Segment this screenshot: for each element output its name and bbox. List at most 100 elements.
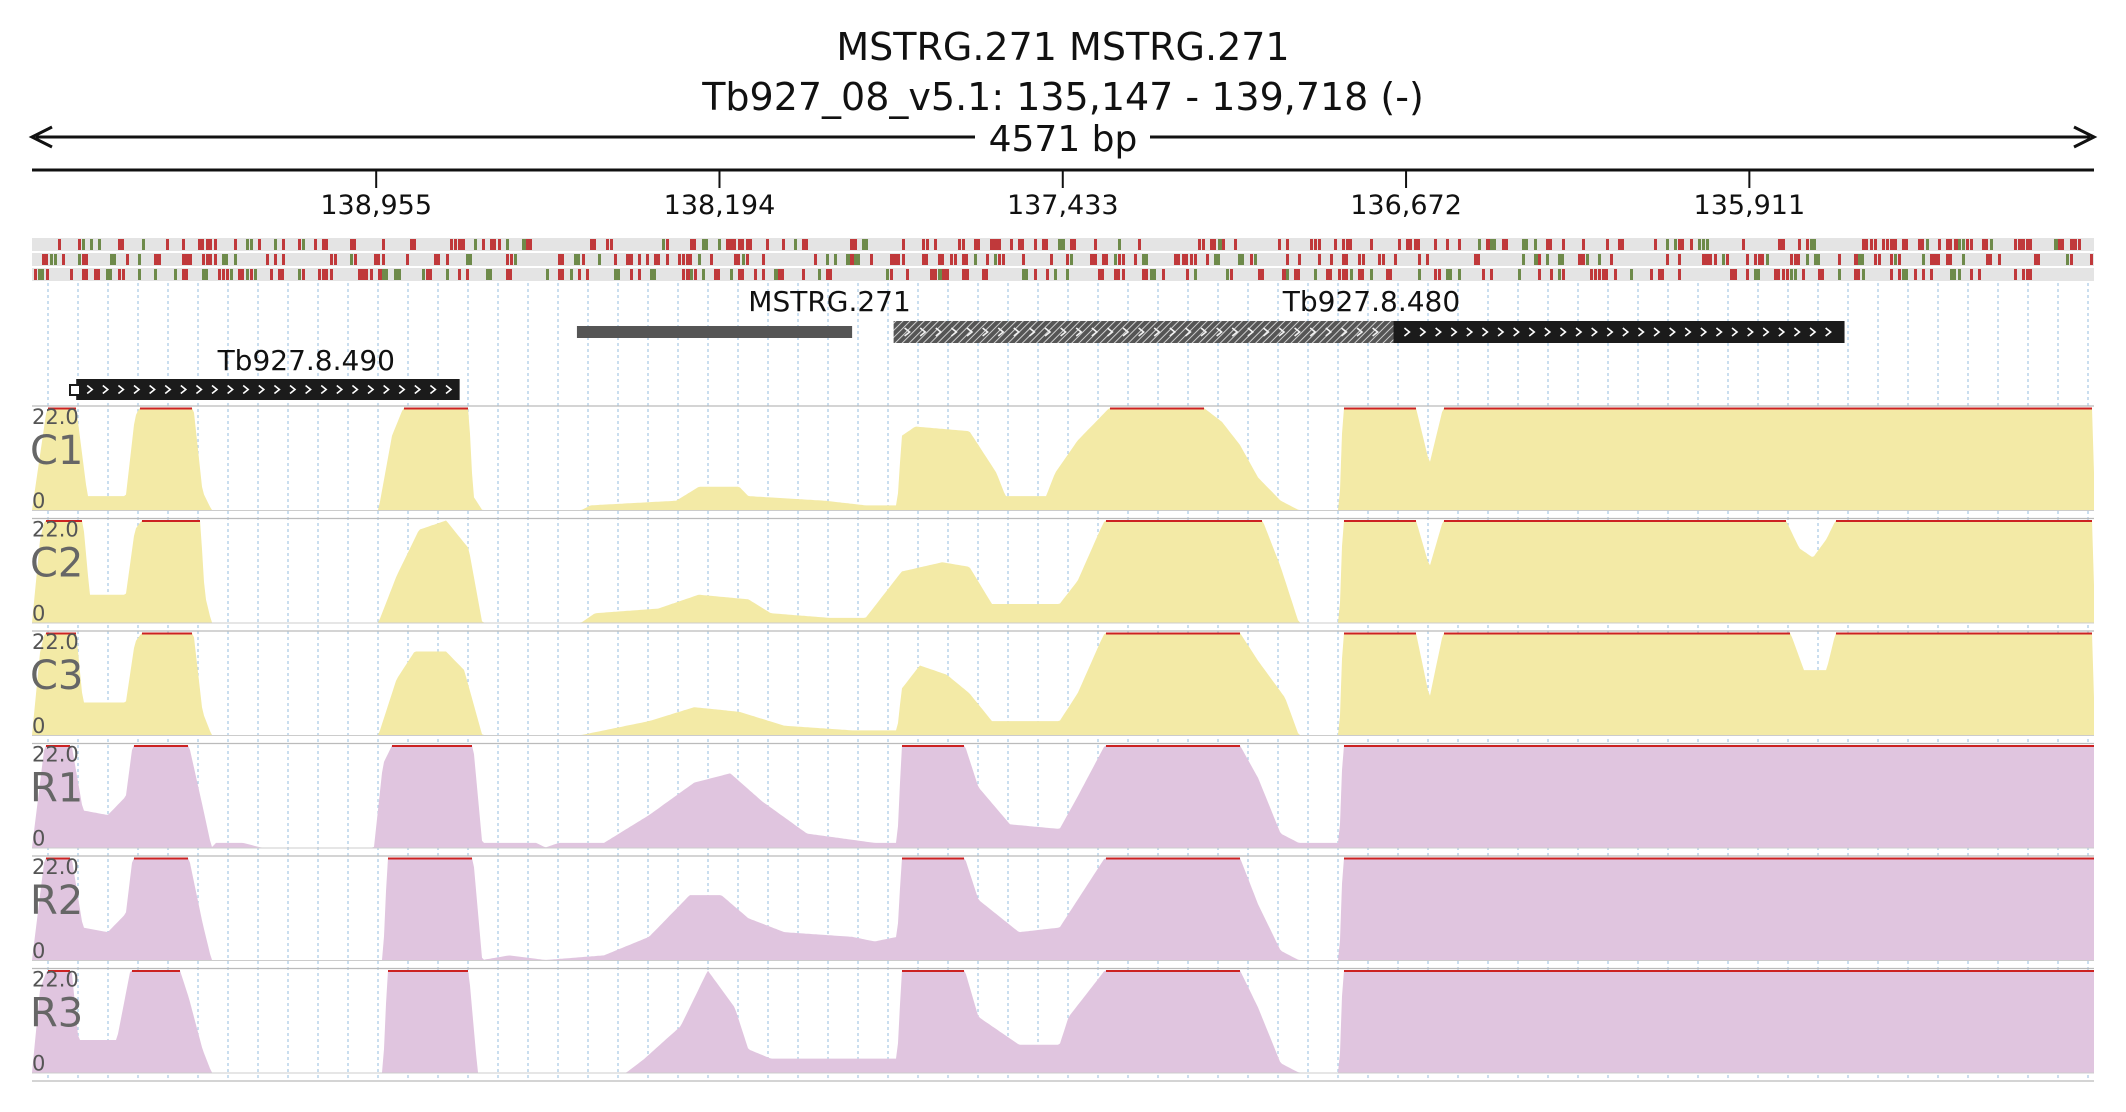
strand-arrow-icon [117,384,125,395]
variant-mark [578,269,581,280]
variant-mark [282,254,285,265]
variant-mark [1310,239,1313,250]
variant-mark [94,269,100,280]
track-name: R3 [30,991,83,1037]
variant-mark [1766,254,1769,265]
variant-mark [186,254,192,265]
variant-mark [166,239,169,250]
strand-arrow-icon [320,384,328,395]
variant-mark [1230,269,1233,280]
variant-mark [654,254,660,265]
variant-mark [1794,269,1797,280]
variant-mark [1394,254,1397,265]
variant-mark [246,239,249,250]
strand-arrow-icon [1403,327,1411,337]
variant-mark [1758,254,1764,265]
strand-arrow-icon [1013,327,1021,337]
variant-mark [1986,254,1992,265]
variant-mark [2018,239,2024,250]
coverage-area [32,970,2094,1073]
variant-mark [1426,254,1429,265]
variant-mark [1218,239,1224,250]
y-min-label: 0 [32,939,45,963]
coverage-area [32,745,2094,848]
variant-mark [666,254,669,265]
variant-mark [1342,239,1345,250]
variant-mark [974,239,980,250]
variant-mark [678,254,681,265]
variant-mark [1558,269,1561,280]
variant-mark [1878,254,1881,265]
variant-mark [1090,254,1096,265]
strand-arrow-icon [1153,327,1161,337]
strand-arrow-icon [383,384,390,395]
variant-mark [34,269,37,280]
variant-mark [1798,239,1801,250]
variant-mark [854,254,860,265]
variant-mark [1746,269,1749,280]
strand-arrow-icon [86,384,94,395]
variant-mark [1406,239,1412,250]
strand-arrow-icon [1231,327,1239,337]
variant-mark [1234,239,1237,250]
variant-mark [2022,269,2025,280]
strand-arrow-icon [935,327,943,337]
variant-mark [378,269,384,280]
variant-mark [646,254,649,265]
variant-mark [214,239,217,250]
strand-arrow-icon [1278,327,1286,337]
strand-arrow-icon [1747,327,1754,337]
variant-mark [558,254,564,265]
coverage-track-C3 [32,630,2094,736]
variant-mark [938,254,944,265]
variant-mark [1902,239,1908,250]
variant-mark [274,254,277,265]
variant-mark [202,254,205,265]
variant-mark [1930,254,1936,265]
variant-mark [2026,269,2032,280]
strand-arrow-icon [1513,327,1520,337]
y-min-label: 0 [32,714,45,738]
variant-mark [354,254,357,265]
variant-mark [1066,269,1069,280]
variant-mark [574,254,580,265]
locus-title: Tb927_08_v5.1: 135,147 - 139,718 (-) [702,75,1424,119]
variant-mark [1334,239,1337,250]
variant-mark [986,254,989,265]
track-name: R2 [30,878,83,924]
variant-mark [1966,239,1969,250]
variant-mark [370,269,373,280]
variant-mark [1818,269,1824,280]
variant-mark [1318,239,1321,250]
variant-mark [682,254,685,265]
variant-mark [930,269,936,280]
variant-mark [1294,269,1300,280]
variant-mark [1882,239,1885,250]
variant-mark [1602,269,1608,280]
strand-arrow-icon [950,327,958,337]
variant-mark [762,269,765,280]
variant-mark [226,269,229,280]
variant-mark [506,269,512,280]
variant-mark [730,239,736,250]
span-arrow-right-icon [2073,125,2098,149]
variant-mark [1890,269,1893,280]
variant-mark [142,239,145,250]
variant-mark [1630,269,1633,280]
strand-arrow-icon [1466,327,1474,337]
variant-mark [2070,239,2076,250]
strand-arrow-icon [1700,327,1708,337]
variant-mark [714,269,720,280]
variant-mark [886,269,889,280]
variant-mark [2078,239,2081,250]
variant-mark [1726,254,1729,265]
strand-arrow-icon [1028,327,1036,337]
ruler-tick-label: 137,433 [1007,190,1119,221]
variant-mark [1138,239,1141,250]
variant-mark [846,254,852,265]
variant-mark [1790,254,1793,265]
variant-mark [382,254,385,265]
variant-mark [98,239,101,250]
